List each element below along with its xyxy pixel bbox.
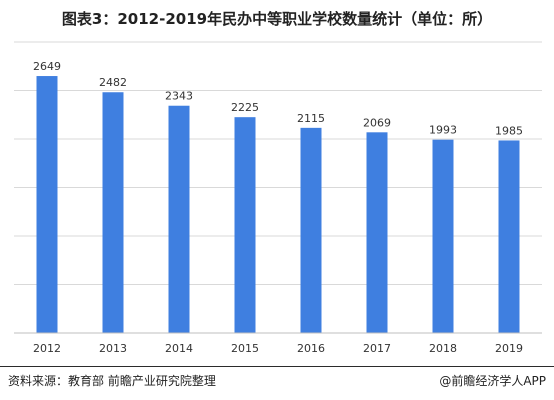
- x-tick-2014: 2014: [165, 342, 193, 355]
- bar-2012: [36, 76, 58, 333]
- bar-2017: [366, 132, 388, 333]
- x-tick-2015: 2015: [231, 342, 259, 355]
- x-tick-2017: 2017: [363, 342, 391, 355]
- x-tick-2019: 2019: [495, 342, 523, 355]
- source-note: 资料来源：教育部 前瞻产业研究院整理: [8, 374, 216, 388]
- data-label-2015: 2225: [231, 101, 259, 114]
- chart-title: 图表3：2012-2019年民办中等职业学校数量统计（单位：所）: [61, 10, 493, 28]
- data-label-2016: 2115: [297, 112, 325, 125]
- x-tick-2016: 2016: [297, 342, 325, 355]
- data-label-2017: 2069: [363, 116, 391, 129]
- x-tick-2013: 2013: [99, 342, 127, 355]
- brand-note: @前瞻经济学人APP: [439, 374, 546, 388]
- gridlines: [14, 41, 542, 285]
- bar-2019: [498, 140, 520, 333]
- bar-2018: [432, 139, 454, 333]
- data-label-2013: 2482: [99, 76, 127, 89]
- bar-2013: [102, 92, 124, 333]
- x-tick-2018: 2018: [429, 342, 457, 355]
- x-tick-2012: 2012: [33, 342, 61, 355]
- data-label-2019: 1985: [495, 124, 523, 137]
- x-tick-labels: 2012 2013 2014 2015 2016 2017 2018 2019: [33, 342, 523, 355]
- data-label-2018: 1993: [429, 124, 457, 137]
- data-label-2012: 2649: [33, 60, 61, 73]
- footer-divider: [0, 366, 554, 367]
- data-labels: 2649 2482 2343 2225 2115 2069 1993 1985: [33, 60, 523, 137]
- bar-2016: [300, 127, 322, 333]
- bars: [36, 76, 520, 333]
- bar-2014: [168, 105, 190, 333]
- data-label-2014: 2343: [165, 90, 193, 103]
- bar-2015: [234, 117, 256, 333]
